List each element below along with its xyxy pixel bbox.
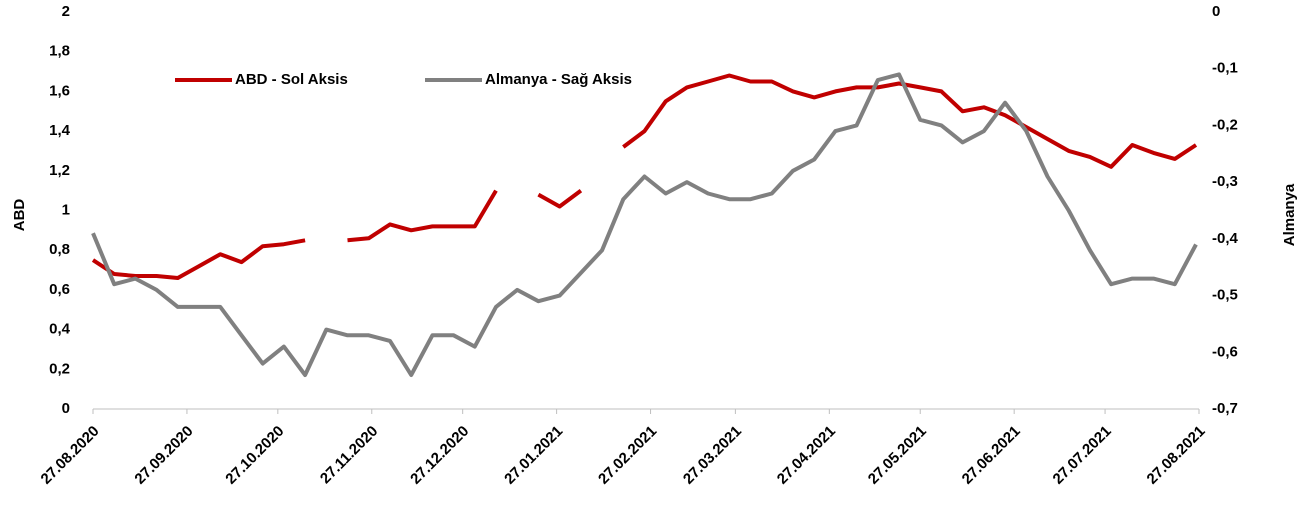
- y2-tick-label: -0,7: [1212, 400, 1238, 417]
- x-tick-label: 27.07.2021: [1050, 423, 1115, 488]
- y-tick-label: 0,2: [49, 360, 70, 377]
- x-tick-label: 27.02.2021: [595, 423, 660, 488]
- y-axis-label: ABD: [11, 199, 28, 232]
- y-tick-label: 2: [62, 3, 70, 20]
- y-tick-label: 0,4: [49, 321, 71, 338]
- legend-label: ABD - Sol Aksis: [235, 71, 348, 88]
- y-tick-label: 1,2: [49, 162, 70, 179]
- series-line: [91, 72, 1198, 377]
- y2-tick-label: -0,5: [1212, 287, 1238, 304]
- y-tick-label: 0: [62, 400, 70, 417]
- y-tick-label: 1,4: [49, 122, 71, 139]
- x-tick-label: 27.05.2021: [865, 423, 930, 488]
- x-tick-label: 27.12.2020: [407, 423, 472, 488]
- series-line: [537, 188, 583, 209]
- y2-tick-label: -0,4: [1212, 230, 1239, 247]
- series-line: [622, 73, 1198, 169]
- y2-tick-label: -0,3: [1212, 173, 1238, 190]
- y2-tick-label: -0,2: [1212, 116, 1238, 133]
- legend-label: Almanya - Sağ Aksis: [485, 71, 632, 88]
- x-tick-label: 27.08.2020: [38, 423, 103, 488]
- y-tick-label: 0,6: [49, 281, 70, 298]
- x-tick-label: 27.01.2021: [501, 423, 566, 488]
- x-tick-label: 27.09.2020: [131, 423, 196, 488]
- x-tick-label: 27.11.2020: [317, 423, 382, 488]
- y2-tick-label: -0,6: [1212, 343, 1238, 360]
- y-tick-label: 0,8: [49, 241, 70, 258]
- series-line: [91, 238, 306, 280]
- y-tick-label: 1: [62, 201, 70, 218]
- x-tick-label: 27.08.2021: [1144, 423, 1209, 488]
- y2-tick-label: 0: [1212, 3, 1220, 20]
- x-tick-label: 27.03.2021: [680, 423, 745, 488]
- y2-axis-label: Almanya: [1281, 183, 1298, 246]
- x-tick-label: 27.10.2020: [222, 423, 287, 488]
- series-line: [347, 189, 498, 243]
- x-tick-label: 27.06.2021: [959, 423, 1024, 488]
- y-tick-label: 1,6: [49, 82, 70, 99]
- y-tick-label: 1,8: [49, 43, 70, 60]
- x-tick-label: 27.04.2021: [774, 423, 839, 488]
- y2-tick-label: -0,1: [1212, 60, 1238, 77]
